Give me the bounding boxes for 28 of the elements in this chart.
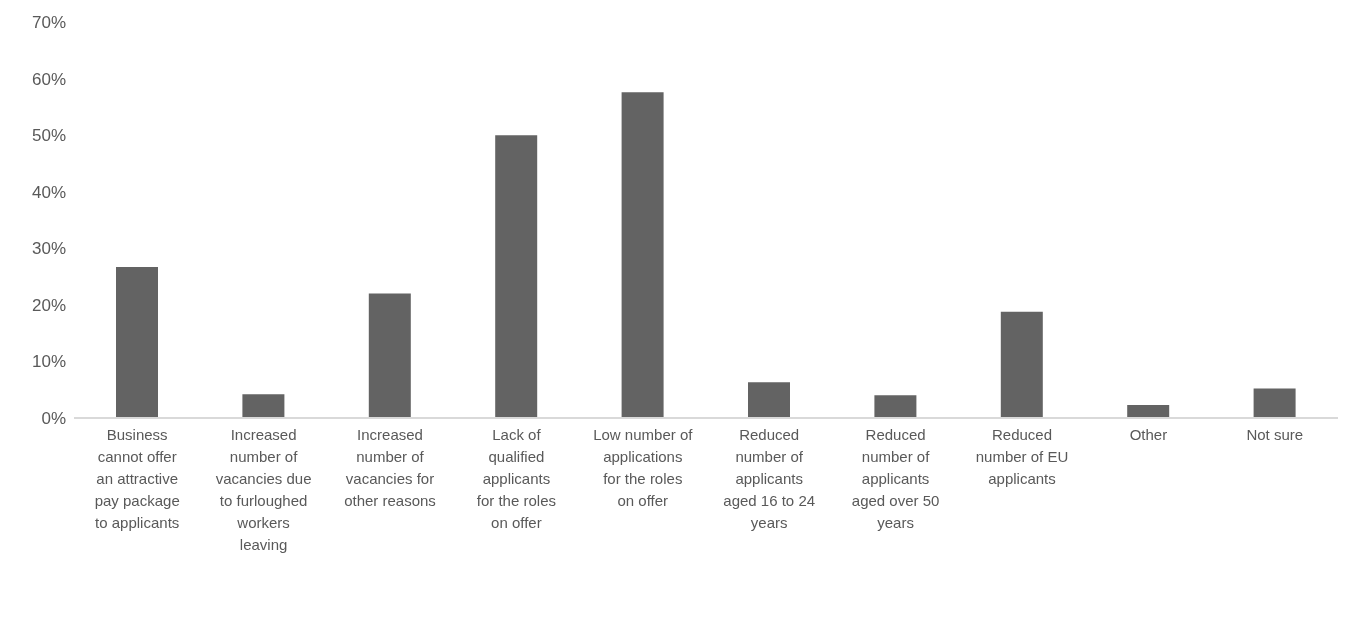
y-tick-label: 60% xyxy=(31,69,66,89)
x-tick-label: Increased number of vacancies due to furloughed workers leaving xyxy=(215,426,312,553)
x-tick-label: Other xyxy=(1129,426,1168,443)
x-tick-label: Increased number of vacancies for other reasons xyxy=(344,426,436,509)
y-tick-label: 30% xyxy=(31,239,66,259)
bar xyxy=(242,394,285,418)
x-tick-label: Reduced number of applicants aged 16 to 24 years xyxy=(723,426,816,531)
bar xyxy=(621,92,664,418)
bar xyxy=(1127,404,1170,418)
y-tick-label: 10% xyxy=(31,352,66,372)
y-tick-label: 50% xyxy=(31,126,66,146)
y-tick-label: 40% xyxy=(31,182,66,202)
bar xyxy=(1000,311,1043,418)
bar xyxy=(874,395,917,418)
y-tick-label: 0% xyxy=(41,409,66,429)
x-tick-label: Not sure xyxy=(1246,426,1304,443)
bar xyxy=(116,266,158,418)
y-tick-label: 20% xyxy=(31,295,66,315)
x-tick-label: Lack of qualified applicants for the roles on offer xyxy=(476,426,557,531)
bar xyxy=(1253,388,1296,418)
x-tick-label: Low number of applications for the roles on offer xyxy=(593,426,694,509)
x-tick-label: Reduced number of EU applicants xyxy=(975,426,1069,487)
bar xyxy=(748,382,790,418)
bar xyxy=(368,293,411,418)
x-tick-label: Reduced number of applicants aged over 50 years xyxy=(851,426,940,531)
y-tick-label: 70% xyxy=(31,13,66,33)
bar xyxy=(495,135,538,418)
x-tick-label: Business cannot offer an attractive pay package to applicants xyxy=(94,426,180,531)
